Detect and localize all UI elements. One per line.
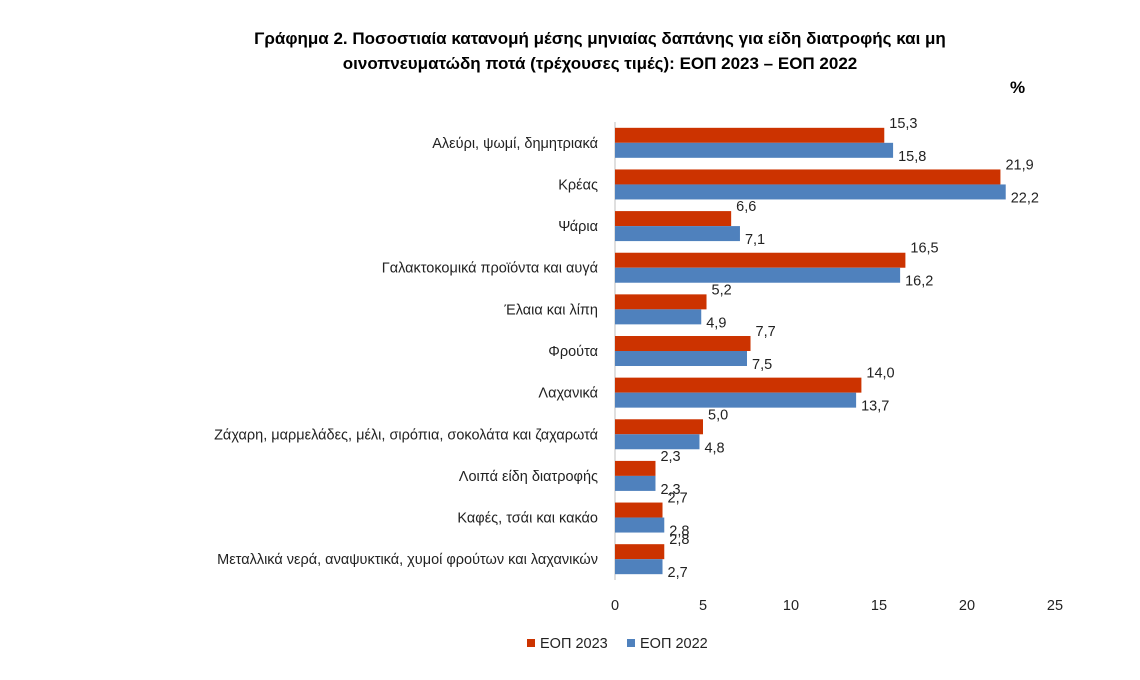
data-label-2022: 15,8	[898, 149, 926, 165]
bar-2022	[615, 392, 857, 408]
bar-2023	[615, 127, 885, 143]
x-tick-label: 5	[699, 598, 707, 614]
category-label: Ψάρια	[558, 219, 598, 235]
data-label-2022: 7,5	[752, 357, 772, 373]
bar-2023	[615, 294, 707, 310]
category-label: Αλεύρι, ψωμί, δημητριακά	[432, 136, 598, 152]
data-label-2022: 2,7	[668, 565, 688, 581]
bar-2022	[615, 351, 747, 366]
legend-swatch-2022	[627, 639, 635, 647]
category-label: Λοιπά είδη διατροφής	[459, 469, 598, 485]
data-label-2022: 2,3	[660, 482, 680, 498]
category-label: Λαχανικά	[538, 386, 598, 402]
legend-swatch-2023	[527, 639, 535, 647]
bar-2022	[615, 517, 665, 533]
data-label-2023: 15,3	[889, 116, 917, 132]
category-label: Καφές, τσάι και κακάο	[457, 511, 598, 527]
category-label: Φρούτα	[548, 344, 598, 360]
bar-2022	[615, 226, 740, 242]
bar-2022	[615, 434, 700, 450]
x-tick-label: 25	[1047, 598, 1063, 614]
bar-2023	[615, 419, 703, 435]
category-label: Ζάχαρη, μαρμελάδες, μέλι, σιρόπια, σοκολ…	[214, 427, 598, 443]
data-label-2022: 7,1	[745, 232, 765, 248]
bar-2022	[615, 475, 656, 491]
data-label-2023: 7,7	[756, 324, 776, 340]
bar-2022	[615, 267, 901, 283]
bar-2023	[615, 544, 665, 560]
data-label-2022: 2,8	[669, 524, 689, 540]
data-label-2023: 2,3	[660, 449, 680, 465]
bar-2023	[615, 377, 862, 393]
legend-label-2022: ΕΟΠ 2022	[640, 636, 708, 652]
bar-2022	[615, 142, 894, 158]
data-label-2022: 22,2	[1011, 190, 1039, 206]
category-label: Έλαια και λίπη	[503, 302, 598, 318]
data-label-2022: 16,2	[905, 274, 933, 290]
chart-title-line2: οινοπνευματώδη ποτά (τρέχουσες τιμές): Ε…	[342, 54, 858, 73]
data-label-2022: 4,9	[706, 315, 726, 331]
x-tick-label: 15	[871, 598, 887, 614]
unit-label: %	[1010, 78, 1026, 97]
category-label: Γαλακτοκομικά προϊόντα και αυγά	[382, 261, 598, 277]
bar-2022	[615, 309, 702, 325]
bar-2022	[615, 559, 663, 575]
bar-2023	[615, 211, 732, 227]
data-label-2023: 2,8	[669, 532, 689, 548]
chart-title-line1: Γράφημα 2. Ποσοστιαία κατανομή μέσης μην…	[254, 29, 946, 48]
x-tick-label: 10	[783, 598, 799, 614]
bar-2023	[615, 252, 906, 268]
x-tick-label: 20	[959, 598, 975, 614]
data-label-2023: 6,6	[736, 199, 756, 215]
data-label-2023: 2,7	[668, 491, 688, 507]
data-label-2023: 14,0	[866, 366, 894, 382]
data-label-2023: 5,0	[708, 407, 728, 423]
data-label-2023: 16,5	[910, 241, 938, 257]
data-label-2022: 13,7	[861, 399, 889, 415]
chart-title: Γράφημα 2. Ποσοστιαία κατανομή μέσης μην…	[0, 26, 1140, 76]
data-label-2022: 4,8	[704, 440, 724, 456]
bar-2022	[615, 184, 1006, 200]
category-label: Μεταλλικά νερά, αναψυκτικά, χυμοί φρούτω…	[217, 552, 598, 568]
data-label-2023: 5,2	[712, 282, 732, 298]
x-tick-label: 0	[611, 598, 619, 614]
data-label-2023: 21,9	[1005, 157, 1033, 173]
bar-2023	[615, 502, 663, 518]
legend-label-2023: ΕΟΠ 2023	[540, 636, 608, 652]
bar-2023	[615, 336, 751, 351]
bar-2023	[615, 169, 1001, 185]
category-label: Κρέας	[558, 177, 598, 193]
bar-2023	[615, 460, 656, 476]
